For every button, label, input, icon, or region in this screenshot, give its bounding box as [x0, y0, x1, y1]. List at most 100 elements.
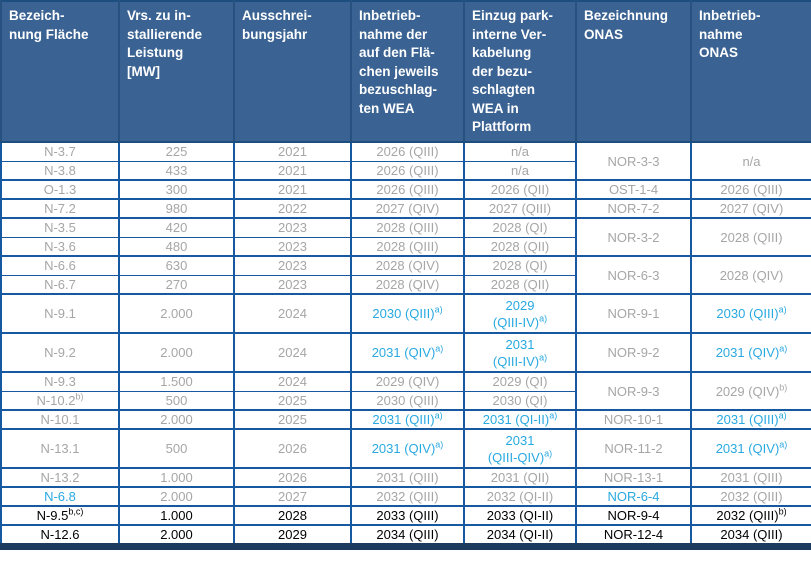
- cell-value: 2028 (QIV): [375, 258, 440, 274]
- cell-value: 2030 (QIII): [376, 392, 439, 408]
- onas-grid-connection-table: Bezeich- nung Fläche Vrs. zu in- stallier…: [0, 0, 811, 550]
- table-cell: 2026 (QIII): [350, 160, 465, 181]
- table-cell: 2032 (QIII)b): [690, 505, 811, 526]
- table-cell: 2033 (QI-II): [463, 505, 577, 526]
- cell-value: N-12.6: [40, 527, 80, 542]
- cell-value: 2028 (QIV): [719, 267, 784, 283]
- table-header: Bezeich- nung Fläche Vrs. zu in- stallier…: [0, 1, 811, 143]
- table-cell: 2026 (QII): [463, 179, 577, 200]
- cell-value: n/a: [510, 162, 530, 178]
- table-cell: N-3.7: [0, 141, 120, 162]
- cell-value: NOR-3-3: [607, 153, 660, 169]
- cell-value: 2023: [278, 238, 307, 254]
- cell-value: 2031 (QIV): [715, 441, 780, 456]
- cell-value: OST-1-4: [608, 182, 659, 197]
- cell-value: 2.000: [160, 527, 193, 542]
- table-cell: N-3.5: [0, 217, 120, 238]
- column-header: Inbetrieb- nahme der auf den Flä- chen j…: [350, 1, 465, 143]
- footnote-marker: a): [544, 448, 553, 459]
- cell-value: 2026 (QIII): [376, 144, 439, 160]
- cell-value: N-9.5: [36, 508, 69, 523]
- cell-value: 630: [165, 258, 188, 274]
- footnote-marker: b): [779, 382, 788, 393]
- cell-value: 500: [165, 441, 188, 456]
- table-cell: 2030 (QIII)a): [690, 293, 811, 334]
- table-cell: N-6.8: [0, 486, 120, 507]
- footnote-marker: b,c): [68, 506, 84, 517]
- footnote-marker: b): [75, 391, 84, 402]
- table-cell: N-3.6: [0, 236, 120, 257]
- table-cell: OST-1-4: [575, 179, 692, 200]
- cell-value: NOR-6-4: [607, 489, 660, 504]
- table-row: N-6.6 630 2023 2028 (QIV) 2028 (QI) NOR-6-3 20…: [0, 255, 811, 295]
- table-cell: 2.000: [118, 524, 235, 547]
- cell-value: N-10.1: [40, 412, 80, 427]
- cell-value: n/a: [510, 144, 530, 160]
- table-cell: n/a: [463, 160, 577, 181]
- table-cell: 2026 (QIII): [350, 179, 465, 200]
- table-cell: N-3.8: [0, 160, 120, 181]
- cell-value: 2024: [278, 345, 307, 360]
- cell-value: 2028 (QIII): [376, 238, 439, 254]
- table-cell: 2031 (QIII-IV)a): [463, 332, 577, 373]
- cell-value: 2031 (QIII-QIV): [487, 432, 545, 465]
- table-cell: 2026: [233, 428, 352, 469]
- cell-value: N-3.8: [44, 162, 76, 178]
- table-cell: 2025: [233, 409, 352, 430]
- cell-value: N-6.7: [44, 276, 76, 292]
- header-row: Bezeich- nung Fläche Vrs. zu in- stallier…: [0, 1, 811, 143]
- table-cell: 2.000: [118, 486, 235, 507]
- cell-value: 2025: [278, 392, 307, 408]
- table-cell: 2024: [233, 332, 352, 373]
- table-cell: 270: [118, 274, 235, 295]
- cell-value: 225: [165, 144, 188, 160]
- footnote-marker: a): [778, 304, 787, 315]
- table-cell: 2023: [233, 255, 352, 276]
- table-cell: NOR-3-2: [575, 217, 692, 257]
- table-cell: 2031 (QIII)a): [690, 409, 811, 430]
- table-cell: 433: [118, 160, 235, 181]
- table-cell: N-9.3: [0, 371, 120, 392]
- cell-value: 1.000: [160, 470, 193, 485]
- cell-value: 2033 (QI-II): [486, 508, 554, 523]
- cell-value: 1.000: [160, 508, 193, 523]
- table-cell: 2022: [233, 198, 352, 219]
- onas-grid-connection-table-container: Bezeich- nung Fläche Vrs. zu in- stallier…: [0, 0, 811, 550]
- cell-value: 2.000: [160, 345, 193, 360]
- table-cell: 2031 (QIII)a): [350, 409, 465, 430]
- table-row: N-7.2 980 2022 2027 (QIV) 2027 (QIII) NOR-7-2…: [0, 198, 811, 219]
- cell-value: 2027: [278, 489, 307, 504]
- footnote-marker: a): [435, 343, 444, 354]
- table-cell: 2031 (QIV)a): [690, 428, 811, 469]
- cell-value: N-9.3: [44, 374, 76, 390]
- table-cell: 2.000: [118, 332, 235, 373]
- table-cell: 2023: [233, 274, 352, 295]
- table-row: N-13.1 500 2026 2031 (QIV)a) 2031 (QIII-QIV)…: [0, 428, 811, 469]
- table-cell: 2.000: [118, 409, 235, 430]
- table-cell: 2023: [233, 236, 352, 257]
- cell-value: NOR-11-2: [604, 441, 663, 456]
- table-cell: 500: [118, 428, 235, 469]
- cell-value: 2029 (QIII-IV): [492, 297, 540, 330]
- cell-value: O-1.3: [43, 182, 77, 197]
- footnote-marker: a): [779, 343, 788, 354]
- table-cell: 2028 (QII): [463, 236, 577, 257]
- table-cell: 2031 (QIII): [350, 467, 465, 488]
- table-cell: 2024: [233, 293, 352, 334]
- table-cell: 2029 (QIV): [350, 371, 465, 392]
- table-cell: 1.500: [118, 371, 235, 392]
- cell-value: N-7.2: [44, 201, 76, 216]
- table-cell: 2031 (QIV)a): [350, 428, 465, 469]
- cell-value: N-9.2: [44, 345, 76, 360]
- table-cell: 2028 (QI): [463, 217, 577, 238]
- table-cell: N-13.1: [0, 428, 120, 469]
- cell-value: 2028 (QIII): [720, 229, 783, 245]
- cell-value: 2034 (QIII): [720, 527, 783, 542]
- cell-value: 2023: [278, 276, 307, 292]
- cell-value: 2028 (QIII): [376, 220, 439, 236]
- table-cell: 225: [118, 141, 235, 162]
- cell-value: N-6.6: [44, 258, 76, 274]
- cell-value: 2030 (QIII): [372, 306, 435, 321]
- table-cell: n/a: [463, 141, 577, 162]
- table-cell: n/a: [690, 141, 811, 181]
